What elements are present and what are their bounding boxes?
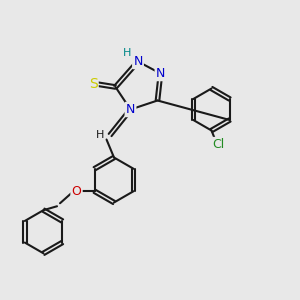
- Text: N: N: [156, 67, 165, 80]
- Text: Cl: Cl: [212, 138, 224, 151]
- Text: H: H: [123, 47, 132, 58]
- Text: N: N: [126, 103, 135, 116]
- Text: N: N: [133, 55, 143, 68]
- Text: S: S: [88, 77, 98, 91]
- Text: O: O: [72, 185, 82, 198]
- Text: H: H: [96, 130, 104, 140]
